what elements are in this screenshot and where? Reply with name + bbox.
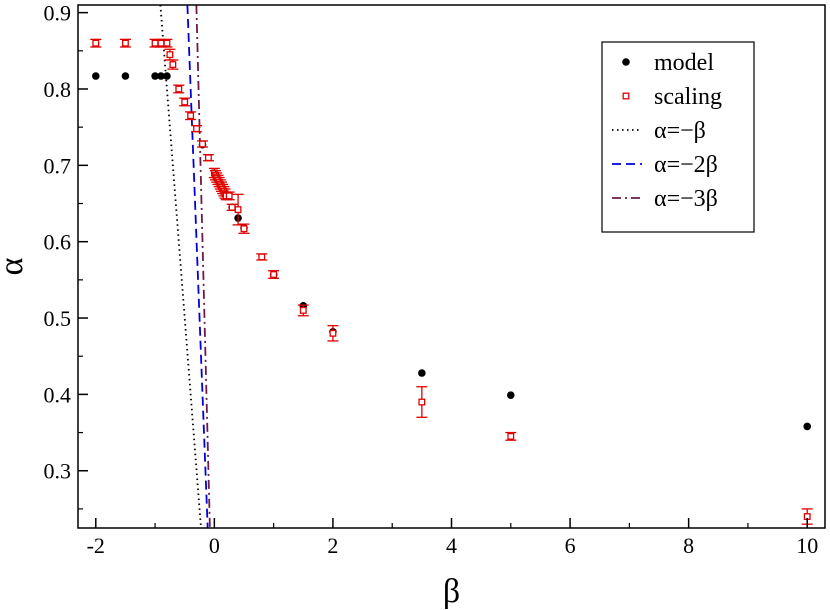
scaling-marker [92,39,100,47]
scaling-marker [157,39,165,47]
y-tick-label: 0.3 [44,459,72,484]
model-point [803,422,812,431]
scaling-marker [151,39,159,47]
x-tick-label: 6 [565,533,576,558]
legend: model scaling α=−β α=−2β α=−3β [601,41,755,233]
y-tick-label: 0.9 [44,1,72,26]
legend-label: α=−2β [654,152,718,178]
scaling-marker [121,39,129,47]
scaling-point [238,223,250,234]
scaling-point [197,140,208,148]
scaling-marker [240,225,248,233]
legend-label: α=−3β [654,186,718,212]
scaling-point [161,38,173,48]
legend-label: model [654,50,714,76]
scaling-point [232,193,244,226]
scaling-marker [166,51,174,59]
y-tick-label: 0.7 [44,153,72,178]
scaling-marker [299,306,307,314]
scaling-marker [204,154,212,162]
y-tick-label: 0.8 [44,77,72,102]
legend-scaling-marker [622,92,630,100]
scaling-marker [169,61,177,69]
scaling-marker [163,39,171,47]
legend-box [601,41,755,233]
scaling-point [167,59,179,70]
scaling-point [256,253,268,261]
legend-label: scaling [654,84,722,110]
scaling-marker [329,329,337,337]
scaling-marker [507,432,515,440]
series-line-3 [186,5,209,528]
scaling-point [179,97,191,107]
scaling-point [223,191,235,201]
y-tick-label: 0.6 [44,230,72,255]
legend-model-marker [622,58,630,66]
scaling-marker [225,192,233,200]
x-tick-label: 4 [446,533,457,558]
axis-ticks: -2 0 2 4 6 8 10 0.3 0.4 0.5 0.6 0.7 0.8 0.9 [44,1,819,558]
scaling-marker [270,271,278,278]
scaling-marker [187,112,195,120]
reference-lines [159,5,211,528]
model-point [418,369,426,377]
scaling-marker [193,125,201,133]
series-line-2 [159,5,202,528]
x-tick-label: -2 [87,533,105,558]
scaling-point [416,386,428,418]
scaling-point [164,48,176,61]
scaling-marker [234,206,242,214]
x-tick-label: 10 [796,533,818,558]
model-point [151,72,159,80]
scaling-point [297,304,309,317]
x-tick-label: 2 [327,533,338,558]
x-axis-title: β [443,573,460,610]
scaling-marker [228,203,236,211]
y-tick-label: 0.4 [44,382,72,407]
scaling-point [90,38,102,48]
y-axis-title: α [0,257,30,275]
model-point [163,72,171,80]
scaling-point [119,38,131,48]
scaling-point [268,270,280,279]
y-tick-label: 0.5 [44,306,72,331]
scaling-point [191,124,203,133]
scaling-point [185,111,197,121]
x-tick-label: 8 [683,533,694,558]
model-point [157,72,165,80]
model-point [91,72,100,80]
data-points [90,38,813,525]
scaling-marker [175,85,183,93]
scaling-marker [181,98,189,106]
model-point [506,391,515,399]
scaling-marker [258,253,266,261]
model-point [121,72,130,80]
legend-label: α=−β [654,118,706,144]
scaling-point [202,153,214,162]
scaling-point [505,431,517,441]
scaling-marker [418,398,426,406]
scaling-point [173,84,185,94]
series-line-4 [195,5,211,528]
scaling-point [327,325,339,342]
scaling-marker [199,140,206,148]
x-tick-label: 0 [209,533,220,558]
